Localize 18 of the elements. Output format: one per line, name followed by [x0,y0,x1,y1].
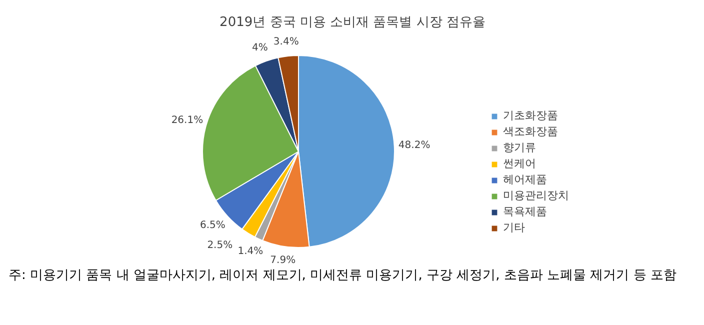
legend-label: 목욕제품 [503,204,547,219]
legend-label: 기초화장품 [503,108,558,123]
legend-label: 색조화장품 [503,124,558,139]
data-label: 3.4% [273,36,299,48]
data-label: 6.5% [200,220,226,232]
data-label: 26.1% [171,114,204,126]
text: 주: 미용기기 품목 내 얼굴마사지기, 레이저 제모기, 미세전류 미용기기, 구강 세정기, 초음파 노폐물 제거기 등 포함 [8,268,676,283]
legend-label: 미용관리장치 [503,188,569,203]
data-label: 7.9% [270,255,296,266]
legend-label: 헤어제품 [503,172,547,187]
data-label: 2.5% [207,240,233,251]
data-label: 48.2% [398,140,430,151]
data-label: 4% [252,42,268,54]
legend-label: 기타 [503,220,525,235]
data-label: 1.4% [238,246,264,258]
legend-label: 향기류 [503,140,536,155]
legend-label: 썬케어 [503,156,536,171]
chart-title: 2019년 중국 미용 소비재 품목별 시장 점유율 [220,15,486,30]
